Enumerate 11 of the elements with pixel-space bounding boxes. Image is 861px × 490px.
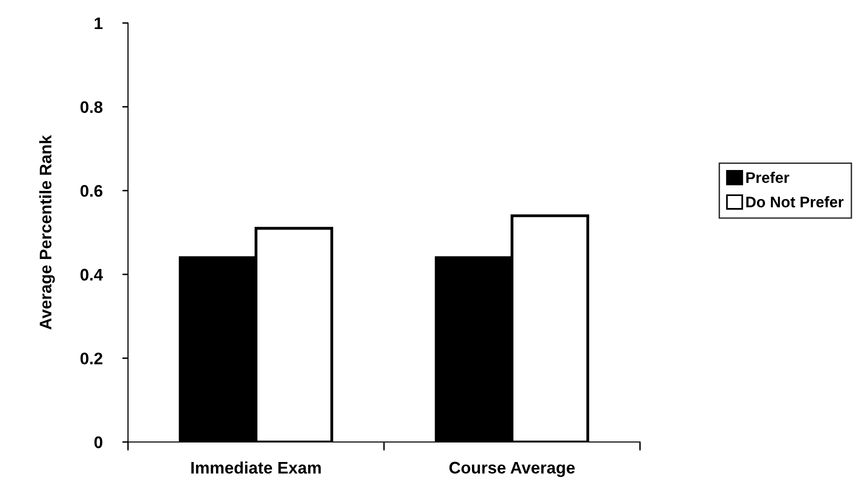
- x-tick-label: Course Average: [449, 462, 575, 477]
- y-tick-label: 0.2: [80, 352, 102, 364]
- y-tick-label: 0.8: [80, 101, 102, 114]
- y-axis-title: Average Percentile Rank: [39, 135, 55, 330]
- y-tick-label: 0: [94, 436, 102, 448]
- x-tick-label: Immediate Exam: [191, 461, 321, 474]
- y-tick-label: 0.4: [80, 268, 103, 281]
- y-tick-label: 1: [94, 18, 103, 30]
- legend-label: Prefer: [746, 172, 790, 183]
- y-tick-label: 0.6: [80, 185, 102, 197]
- legend-label: Do Not Prefer: [746, 196, 844, 208]
